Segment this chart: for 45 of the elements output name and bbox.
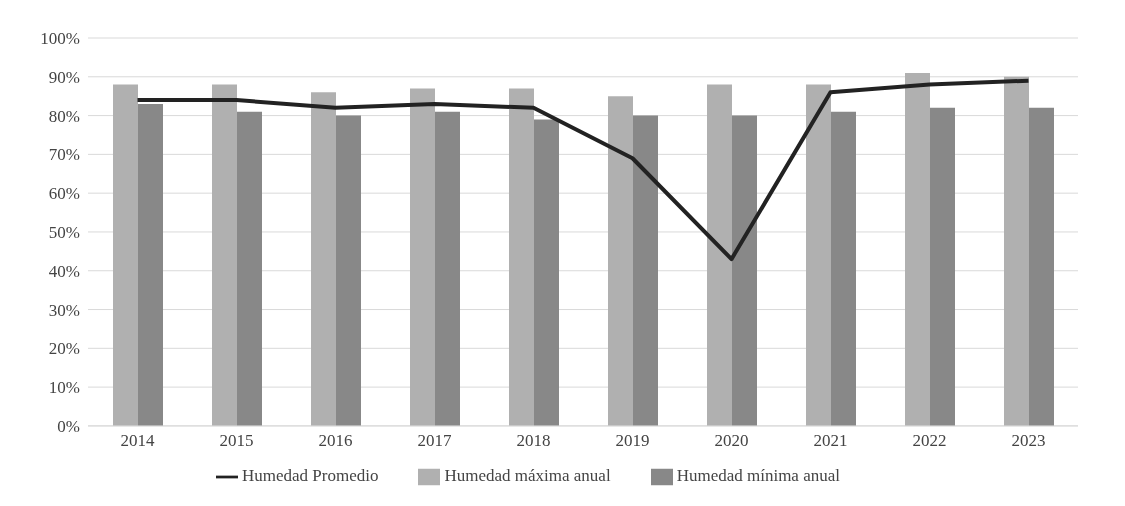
bar [435, 111, 460, 426]
x-tick-label: 2015 [219, 430, 254, 450]
y-tick-label: 80% [48, 106, 80, 126]
bar [534, 119, 559, 426]
bar [1004, 76, 1029, 426]
bar [1029, 107, 1054, 426]
x-tick-label: 2020 [714, 430, 749, 450]
bar [707, 84, 732, 426]
bar [732, 115, 757, 426]
bar [336, 115, 361, 426]
bar [212, 84, 237, 426]
x-tick-label: 2022 [912, 430, 947, 450]
y-tick-label: 70% [48, 145, 80, 165]
bar [311, 92, 336, 426]
y-tick-label: 10% [48, 378, 80, 398]
bar [410, 88, 435, 426]
bar [113, 84, 138, 426]
bar [806, 84, 831, 426]
x-tick-label: 2017 [417, 430, 452, 450]
legend-label: Humedad máxima anual [444, 465, 611, 485]
legend-label: Humedad mínima anual [676, 465, 840, 485]
bar [608, 96, 633, 426]
y-tick-label: 40% [48, 261, 80, 281]
y-tick-label: 30% [48, 300, 80, 320]
x-tick-label: 2018 [516, 430, 551, 450]
x-tick-label: 2021 [813, 430, 848, 450]
x-tick-label: 2019 [615, 430, 650, 450]
x-tick-label: 2016 [318, 430, 353, 450]
bar [905, 72, 930, 426]
bar [138, 103, 163, 426]
y-tick-label: 90% [48, 67, 80, 87]
bar [633, 115, 658, 426]
bar [831, 111, 856, 426]
x-tick-label: 2014 [120, 430, 155, 450]
x-tick-label: 2023 [1011, 430, 1046, 450]
y-tick-label: 100% [40, 29, 80, 49]
bar [509, 88, 534, 426]
legend-label: Humedad Promedio [242, 465, 379, 485]
bar [930, 107, 955, 426]
y-tick-label: 50% [48, 222, 80, 242]
y-tick-label: 60% [48, 184, 80, 204]
bar [237, 111, 262, 426]
y-tick-label: 20% [48, 339, 80, 359]
line-series [135, 78, 1031, 262]
y-tick-label: 0% [57, 416, 80, 436]
